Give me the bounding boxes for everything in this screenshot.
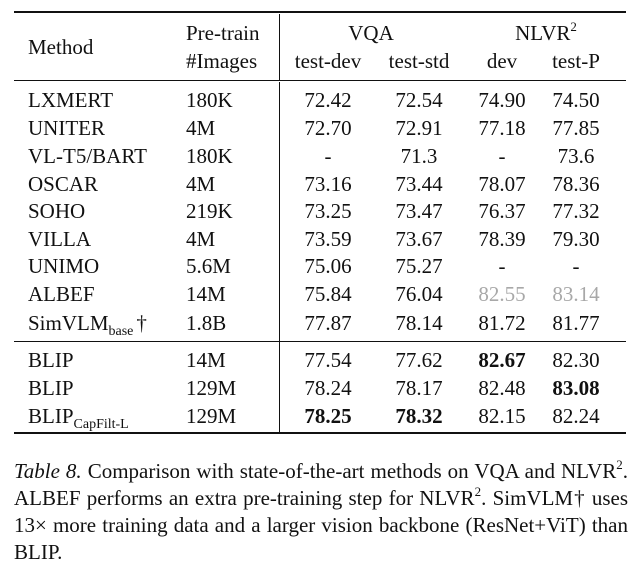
row-method: BLIPCapFilt-L bbox=[28, 404, 129, 432]
row-dev: 81.72 bbox=[478, 311, 526, 335]
row-dev: 82.15 bbox=[478, 404, 526, 428]
row-test-std: 71.3 bbox=[400, 144, 438, 168]
row-method: BLIP bbox=[28, 376, 74, 400]
row-test-std: 72.91 bbox=[395, 116, 443, 140]
row-test-std: 73.67 bbox=[395, 227, 443, 251]
row-dev: - bbox=[498, 144, 506, 168]
header-method: Method bbox=[28, 35, 94, 59]
row-images: 129M bbox=[186, 404, 237, 428]
header-test-dev: test-dev bbox=[294, 49, 362, 73]
row-method: ALBEF bbox=[28, 282, 95, 306]
row-test-p: 77.32 bbox=[552, 199, 600, 223]
row-test-p: 73.6 bbox=[557, 144, 595, 168]
row-dev: 77.18 bbox=[478, 116, 526, 140]
row-test-std: 72.54 bbox=[395, 88, 443, 112]
row-method: SOHO bbox=[28, 199, 86, 223]
row-test-p: 81.77 bbox=[552, 311, 600, 335]
row-test-dev: - bbox=[324, 144, 332, 168]
header-nlvr: NLVR2 bbox=[515, 19, 577, 45]
group-rule bbox=[14, 341, 626, 342]
row-images: 180K bbox=[186, 88, 233, 112]
row-dev: 82.48 bbox=[478, 376, 526, 400]
column-divider-body bbox=[279, 82, 280, 432]
row-test-p: 79.30 bbox=[552, 227, 600, 251]
row-test-p: 82.24 bbox=[552, 404, 600, 428]
row-test-dev: 78.24 bbox=[304, 376, 352, 400]
row-images: 14M bbox=[186, 348, 226, 372]
row-images: 14M bbox=[186, 282, 226, 306]
row-test-std: 76.04 bbox=[395, 282, 443, 306]
header-dev: dev bbox=[486, 49, 518, 73]
row-test-p: 74.50 bbox=[552, 88, 600, 112]
row-test-dev: 75.06 bbox=[304, 254, 352, 278]
row-images: 4M bbox=[186, 172, 216, 196]
row-images: 4M bbox=[186, 116, 216, 140]
row-test-p: 83.14 bbox=[552, 282, 600, 306]
row-test-dev: 78.25 bbox=[304, 404, 352, 428]
header-pretrain: Pre-train bbox=[186, 21, 260, 45]
column-divider-header bbox=[279, 14, 280, 80]
row-test-dev: 73.25 bbox=[304, 199, 352, 223]
row-method: BLIP bbox=[28, 348, 74, 372]
row-test-dev: 73.16 bbox=[304, 172, 352, 196]
row-images: 180K bbox=[186, 144, 233, 168]
row-test-std: 75.27 bbox=[395, 254, 443, 278]
row-method: LXMERT bbox=[28, 88, 114, 112]
row-dev: 74.90 bbox=[478, 88, 526, 112]
row-method: OSCAR bbox=[28, 172, 99, 196]
header-rule bbox=[14, 80, 626, 81]
row-dev: 82.67 bbox=[478, 348, 526, 372]
table-caption: Table 8. Comparison with state-of-the-ar… bbox=[14, 457, 629, 564]
header-test-std: test-std bbox=[388, 49, 450, 73]
row-test-std: 78.32 bbox=[395, 404, 443, 428]
row-images: 129M bbox=[186, 376, 237, 400]
row-test-std: 78.14 bbox=[395, 311, 443, 335]
row-images: 219K bbox=[186, 199, 233, 223]
row-method: VILLA bbox=[28, 227, 91, 251]
row-test-dev: 72.70 bbox=[304, 116, 352, 140]
row-dev: - bbox=[498, 254, 506, 278]
row-test-p: 77.85 bbox=[552, 116, 600, 140]
top-rule bbox=[14, 11, 626, 13]
row-test-dev: 75.84 bbox=[304, 282, 352, 306]
row-test-dev: 72.42 bbox=[304, 88, 352, 112]
row-images: 1.8B bbox=[186, 311, 227, 335]
header-images: #Images bbox=[186, 49, 258, 73]
row-test-p: 78.36 bbox=[552, 172, 600, 196]
row-test-std: 78.17 bbox=[395, 376, 443, 400]
row-dev: 76.37 bbox=[478, 199, 526, 223]
row-method: VL-T5/BART bbox=[28, 144, 147, 168]
row-test-dev: 77.54 bbox=[304, 348, 352, 372]
row-test-p: 82.30 bbox=[552, 348, 600, 372]
bottom-rule bbox=[14, 432, 626, 434]
row-method: UNIMO bbox=[28, 254, 100, 278]
row-test-dev: 77.87 bbox=[304, 311, 352, 335]
row-test-p: 83.08 bbox=[552, 376, 600, 400]
row-images: 5.6M bbox=[186, 254, 231, 278]
row-test-dev: 73.59 bbox=[304, 227, 352, 251]
row-dev: 82.55 bbox=[478, 282, 526, 306]
row-images: 4M bbox=[186, 227, 216, 251]
row-dev: 78.39 bbox=[478, 227, 526, 251]
row-test-std: 73.44 bbox=[395, 172, 443, 196]
row-dev: 78.07 bbox=[478, 172, 526, 196]
row-test-std: 77.62 bbox=[395, 348, 443, 372]
caption-label: Table 8. bbox=[14, 459, 82, 483]
row-method: SimVLMbase † bbox=[28, 311, 147, 339]
row-test-p: - bbox=[572, 254, 580, 278]
row-test-std: 73.47 bbox=[395, 199, 443, 223]
header-test-p: test-P bbox=[552, 49, 600, 73]
header-vqa: VQA bbox=[348, 21, 394, 45]
row-method: UNITER bbox=[28, 116, 105, 140]
